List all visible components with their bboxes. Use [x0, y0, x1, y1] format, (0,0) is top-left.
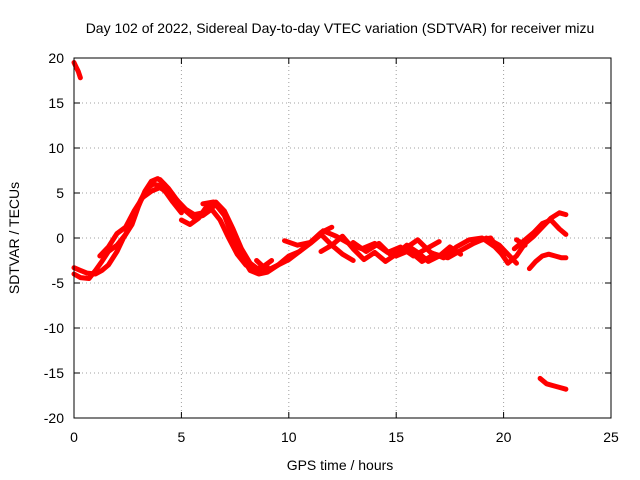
series-track-03	[71, 181, 184, 281]
x-tick-label: 25	[603, 429, 619, 445]
x-axis-label: GPS time / hours	[287, 457, 394, 473]
y-tick-label: 15	[48, 95, 64, 111]
series-track-04	[97, 185, 217, 259]
x-tick-label: 15	[388, 429, 404, 445]
x-tick-label: 10	[281, 429, 297, 445]
axis-ticks: 0 5 10 15 20 25 -20 -15 -10 -5 0 5 10 15 20	[44, 50, 619, 445]
y-tick-label: 10	[48, 140, 64, 156]
data-series	[71, 60, 569, 392]
y-axis-label: SDTVAR / TECUs	[6, 182, 22, 294]
y-tick-label: 5	[56, 185, 64, 201]
series-track-08	[254, 231, 356, 273]
x-tick-label: 20	[496, 429, 512, 445]
series-track-14	[511, 217, 569, 252]
series-track-05	[157, 177, 275, 272]
series-track-17	[537, 375, 569, 392]
y-tick-label: -5	[52, 275, 65, 291]
x-tick-label: 0	[70, 429, 78, 445]
chart-title: Day 102 of 2022, Sidereal Day-to-day VTE…	[86, 20, 595, 36]
y-tick-label: -10	[44, 320, 64, 336]
series-track-12	[393, 235, 519, 266]
series-track-01	[71, 60, 83, 81]
y-tick-label: 20	[48, 50, 64, 66]
y-tick-label: 0	[56, 230, 64, 246]
y-tick-label: -20	[44, 410, 64, 426]
y-tick-label: -15	[44, 365, 64, 381]
x-tick-label: 5	[178, 429, 186, 445]
series-track-16	[526, 251, 569, 272]
series-track-15	[514, 237, 528, 248]
series-track-06	[178, 199, 270, 272]
